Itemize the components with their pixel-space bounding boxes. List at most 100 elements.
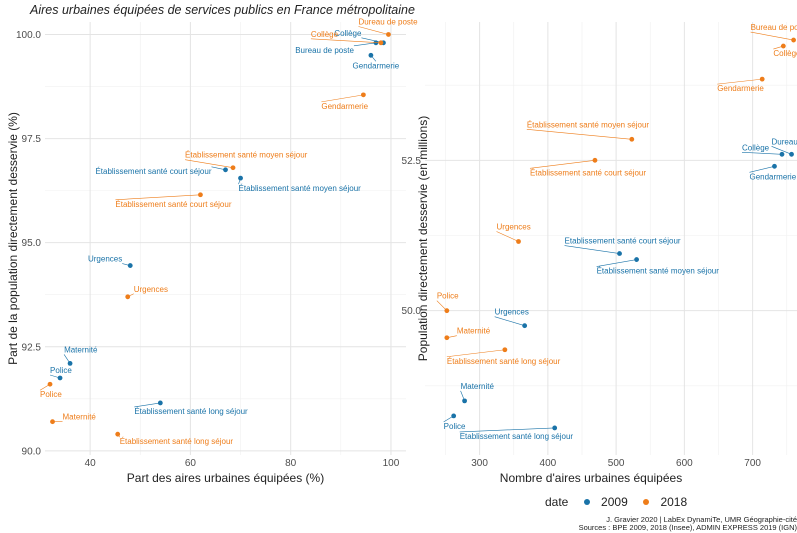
caption: J. Gravier 2020 | LabEx DynamiTe, UMR Gé… [497, 516, 797, 532]
scatter-point [592, 157, 598, 163]
point-label: Etablissement santé court séjour [565, 237, 681, 246]
point-label: Gendarmerie [749, 172, 796, 181]
y-axis-title: Population directement desservie (en mil… [416, 116, 430, 361]
x-tick-label: 40 [85, 458, 97, 469]
point-label: Dureau de poste [772, 137, 797, 146]
label-leader-line [564, 245, 620, 254]
x-tick-label: 600 [676, 458, 693, 469]
scatter-point [67, 361, 73, 366]
scatter-point [127, 263, 133, 268]
label-leader-line [134, 402, 161, 408]
label-leader-line [749, 166, 775, 173]
label-leader-line [596, 259, 637, 267]
scatter-point [451, 413, 457, 419]
scatter-point [444, 335, 450, 341]
scatter-point [779, 151, 785, 157]
point-label: Urgences [88, 255, 122, 264]
scatter-point [157, 400, 163, 406]
scatter-point [198, 192, 203, 198]
label-leader-line [750, 31, 794, 41]
label-leader-line [446, 349, 505, 358]
scatter-point [57, 375, 63, 381]
y-tick-label: 95.0 [22, 238, 42, 249]
scatter-point [386, 32, 391, 37]
point-label: Urgences [134, 285, 168, 294]
x-axis-title: Nombre d'aires urbaines équipées [500, 471, 682, 485]
point-label: Urgences [495, 308, 529, 317]
point-label: Établissement santé moyen séjour [527, 120, 650, 129]
scatter-point [360, 92, 366, 98]
label-leader-line [496, 231, 519, 242]
scatter-point [789, 151, 794, 157]
point-label: Maternité [64, 345, 98, 354]
x-tick-label: 400 [540, 458, 557, 469]
point-label: Maternité [461, 382, 495, 391]
label-leader-line [184, 159, 234, 169]
point-label: Police [40, 390, 62, 399]
point-label: Bureau de poste [751, 23, 797, 32]
point-label: Établissement santé court séjour [115, 200, 231, 209]
left-panel: 40 60 80 100 Collège Bureau de poste Gendarmer… [6, 17, 418, 485]
x-tick-label: 60 [185, 458, 197, 469]
point-label: Gendarmerie [321, 102, 368, 111]
point-label: Collège [311, 30, 339, 39]
y-tick-label: 100.0 [16, 30, 41, 41]
label-leader-line [459, 427, 555, 433]
scatter-point [759, 76, 765, 82]
x-axis-title: Part des aires urbaines équipées (%) [127, 471, 324, 485]
label-leader-line [717, 78, 763, 85]
point-label: Maternité [63, 413, 97, 422]
caption-line-2: Sources : BPE 2009, 2018 (Insee), ADMIN … [578, 523, 797, 532]
scatter-point [238, 175, 243, 181]
point-label: Dureau de poste [358, 17, 418, 26]
scatter-point [552, 425, 558, 431]
point-label: Etablissement santé long séjour [460, 432, 574, 441]
legend: date 2009 2018 [545, 494, 687, 509]
chart-title: Aires urbaines équipées de services publ… [30, 3, 415, 17]
label-leader-line [321, 94, 364, 103]
label-leader-line [115, 194, 201, 201]
scatter-point [47, 381, 53, 387]
x-tick-label: 300 [471, 458, 488, 469]
point-label: Établissement santé moyen séjour [185, 151, 308, 160]
x-tick-label: 80 [285, 458, 297, 469]
point-label: Gendarmerie [717, 84, 764, 93]
x-tick-label: 500 [608, 458, 625, 469]
label-leader-line [494, 316, 525, 326]
y-tick-label: 92.5 [22, 342, 42, 353]
scatter-point [791, 37, 796, 43]
label-leader-line [526, 128, 632, 140]
scatter-point [223, 167, 228, 173]
label-leader-line [741, 152, 782, 155]
label-leader-line [358, 26, 389, 35]
point-label: Établissement santé long séjour [120, 437, 234, 446]
scatter-point [378, 40, 384, 46]
y-tick-label: 50.0 [402, 306, 422, 317]
scatter-point [125, 294, 131, 300]
caption-line-1: J. Gravier 2020 | LabEx DynamiTe, UMR Gé… [606, 516, 797, 524]
label-leader-line [771, 146, 792, 155]
point-label: Établissement santé court séjour [530, 168, 646, 177]
point-label: Gendarmerie [353, 61, 400, 70]
point-label: Police [50, 366, 72, 375]
scatter-point [115, 431, 121, 437]
point-label: Établissement santé court séjour [95, 167, 211, 176]
x-tick-label: 100 [383, 458, 400, 469]
scatter-point [629, 136, 635, 142]
point-label: Police [444, 422, 466, 431]
point-label: Collège [334, 29, 362, 38]
legend-title: date [545, 494, 569, 509]
point-label: Établissement santé moyen séjour [239, 184, 362, 193]
scatter-point [368, 52, 374, 58]
scatter-point [772, 163, 777, 169]
scatter-point [462, 398, 467, 404]
y-tick-label: 52.5 [402, 156, 422, 167]
label-leader-line [529, 160, 595, 169]
point-label: Collège [773, 49, 797, 58]
scatter-point [502, 347, 508, 353]
scatter-point [522, 323, 528, 329]
y-axis-title: Part de la population directement desser… [6, 112, 20, 365]
legend-dot-2018 [643, 498, 650, 505]
